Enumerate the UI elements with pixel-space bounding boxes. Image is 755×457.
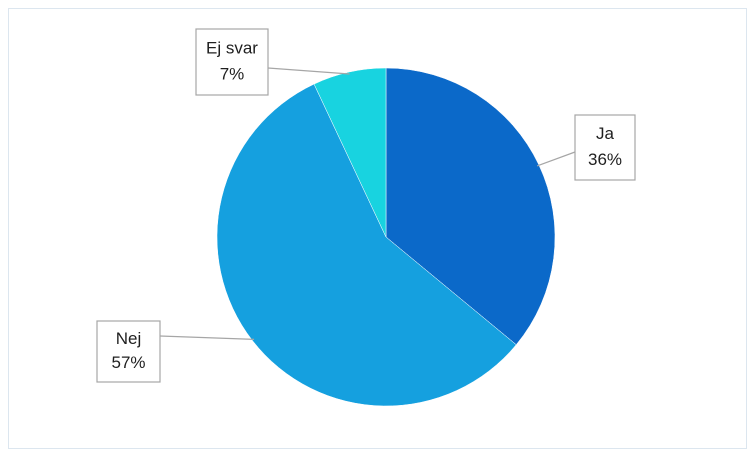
- pie-slice: [313, 67, 387, 238]
- value-label: 36%: [588, 150, 622, 169]
- value-label: 57%: [111, 353, 145, 372]
- pie-slice: [216, 83, 517, 407]
- label-box: [574, 114, 636, 181]
- label-box: [195, 28, 269, 96]
- leader-line: [536, 151, 576, 167]
- category-label: Ja: [596, 124, 615, 143]
- leader-line: [159, 335, 255, 340]
- category-label: Ej svar: [206, 38, 258, 57]
- value-label: 7%: [220, 65, 245, 84]
- category-label: Nej: [116, 329, 142, 348]
- label-box: [96, 320, 161, 383]
- leader-line: [267, 67, 350, 75]
